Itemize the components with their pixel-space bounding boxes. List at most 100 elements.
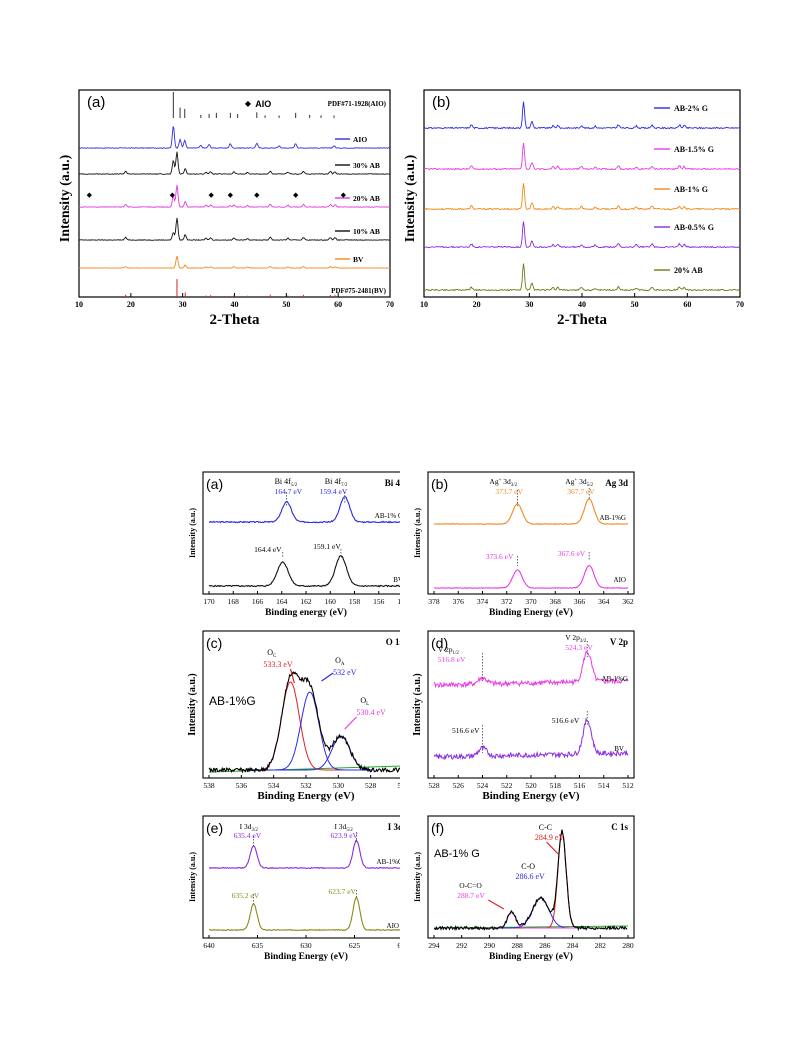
- xps-chart-bi4f: 170168166164162160158156154Binding energ…: [188, 471, 410, 618]
- plot-frame: [427, 471, 635, 595]
- xps-spectrum-line: [208, 839, 404, 870]
- series-label: BV: [614, 745, 624, 753]
- aio-marker-legend-symbol: ◆: [245, 99, 252, 108]
- x-tick-label: 164: [276, 597, 288, 606]
- xps-chart-ag3d: 378 376 374 372 370 368 366 364 362 Binding Energ…: [413, 471, 635, 618]
- component-label: C-C: [539, 823, 552, 832]
- x-tick-label: 536: [236, 781, 248, 790]
- raw-spectrum: [433, 829, 628, 932]
- x-axis-title: Binding Energy (eV): [264, 951, 348, 962]
- series-label: AIO: [614, 576, 626, 584]
- peak-label: Ag+ 3d5/2: [565, 477, 593, 488]
- xps-chart-i3d: 640635630625620Binding Energy (eV)Intens…: [188, 815, 410, 962]
- xps-panel-d: 528 526 524 522 520 518 516 514 512 Binding Energ…: [400, 625, 640, 810]
- legend-label: 30% AB: [353, 161, 380, 170]
- x-tick-label: 10: [75, 300, 83, 309]
- xrd-panel-b: 10 20 30 40 50 60 70 2-Theta Intensity (a.u.) (b)…: [400, 82, 750, 342]
- panel-label: (c): [206, 635, 222, 651]
- xps-spectrum-line: [433, 564, 629, 590]
- xps-spectrum-line: [433, 650, 629, 689]
- x-tick-label: 162: [300, 597, 312, 606]
- x-tick-label: 516: [574, 781, 586, 790]
- xps-panel-e: 640635630625620Binding Energy (eV)Intens…: [175, 810, 415, 970]
- xps-panel-f: 294 292 290 288 286 284 282 280 Binding Energy (…: [400, 810, 640, 970]
- x-tick-label: 282: [595, 941, 607, 950]
- peak-label: V 2p1/2: [438, 645, 460, 656]
- legend-label: AB-1.5% G: [674, 145, 714, 154]
- sample-label: AB-1% G: [434, 848, 480, 860]
- arrow: [488, 899, 505, 910]
- peak-label: Ag+ 3d3/2: [489, 477, 517, 488]
- xrd-series-line: [423, 142, 741, 171]
- component-value: 532 eV: [333, 668, 357, 677]
- xps-spectrum-line: [208, 897, 404, 932]
- x-tick-label: 372: [501, 597, 513, 606]
- xps-spectrum-line: [433, 497, 629, 525]
- component-value: 533.3 eV: [263, 660, 293, 669]
- panel-title: C 1s: [611, 822, 628, 832]
- x-tick-label: 376: [453, 597, 465, 606]
- panel-label: (d): [431, 635, 448, 651]
- x-axis-title: Binding Energy (eV): [257, 790, 355, 802]
- x-tick-label: 292: [456, 941, 468, 950]
- xrd-chart-a: 10 20 30 40 50 60 70 2-Theta Intensity (a.u.) (a)…: [58, 89, 394, 328]
- fit-component: [247, 681, 373, 771]
- panel-label-bg: [84, 93, 114, 111]
- aio-phase-marker: ◆: [293, 191, 299, 199]
- peak-value: 516.6 eV: [552, 716, 580, 725]
- y-axis-title: Intensity (a.u.): [413, 508, 422, 558]
- legend-label: AIO: [353, 135, 367, 144]
- peak-value: 367.7 eV: [567, 487, 595, 496]
- x-tick-label: 40: [578, 300, 586, 309]
- arrow: [289, 668, 295, 684]
- component-value: 288.7 eV: [457, 891, 485, 900]
- x-tick-label: 20: [127, 300, 135, 309]
- panel-title: Bi 4f: [385, 478, 404, 488]
- aio-marker-legend-label: AIO: [255, 99, 271, 109]
- aio-phase-marker: ◆: [208, 191, 214, 199]
- xps-spectrum-line: [208, 554, 404, 588]
- series-label: AB-1%G: [377, 858, 403, 866]
- x-tick-label: 40: [231, 300, 239, 309]
- xrd-series-line: [78, 217, 391, 241]
- x-tick-label: 520: [525, 781, 537, 790]
- ref-label-bv: PDF#75-2481(BV): [331, 287, 386, 295]
- x-tick-label: 294: [428, 941, 440, 950]
- x-tick-label: 290: [484, 941, 496, 950]
- panel-label: (a): [87, 94, 105, 111]
- peak-label: I 3d3/2: [240, 822, 259, 833]
- x-tick-label: 60: [334, 300, 342, 309]
- peak-value: 373.6 eV: [486, 552, 514, 561]
- x-tick-label: 534: [268, 781, 280, 790]
- raw-spectrum: [208, 671, 403, 774]
- x-tick-label: 166: [252, 597, 264, 606]
- panel-label: (b): [432, 94, 450, 111]
- x-axis-title: Binding Energy (eV): [489, 951, 573, 962]
- aio-phase-marker: ◆: [87, 191, 93, 199]
- xps-panel-a: 170168166164162160158156154Binding energ…: [175, 466, 415, 626]
- legend-label: 10% AB: [353, 227, 380, 236]
- aio-phase-marker: ◆: [170, 191, 176, 199]
- peak-value: 164.4 eV: [254, 545, 282, 554]
- plot-frame: [427, 815, 635, 939]
- y-axis-title: Intensity (a.u.): [187, 673, 198, 736]
- aio-phase-marker: ◆: [228, 191, 234, 199]
- panel-title: Ag 3d: [605, 478, 628, 488]
- series-label: AB-1% G: [375, 512, 403, 520]
- xrd-series-line: [78, 151, 391, 175]
- x-tick-label: 538: [203, 781, 215, 790]
- fit-component: [482, 897, 599, 929]
- x-tick-label: 512: [622, 781, 634, 790]
- x-axis-title: Binding energy (eV): [265, 607, 347, 618]
- x-tick-label: 20: [473, 300, 481, 309]
- sample-label: AB-1%G: [209, 694, 256, 708]
- background-line: [208, 765, 404, 773]
- y-axis-title: Intensity (a.u.): [403, 154, 418, 242]
- x-tick-label: 625: [349, 941, 361, 950]
- x-tick-label: 364: [598, 597, 610, 606]
- peak-value: 516.8 eV: [438, 655, 466, 664]
- peak-label: I 3d5/2: [334, 822, 353, 833]
- x-tick-label: 284: [567, 941, 579, 950]
- x-tick-label: 528: [428, 781, 440, 790]
- x-tick-label: 362: [622, 597, 634, 606]
